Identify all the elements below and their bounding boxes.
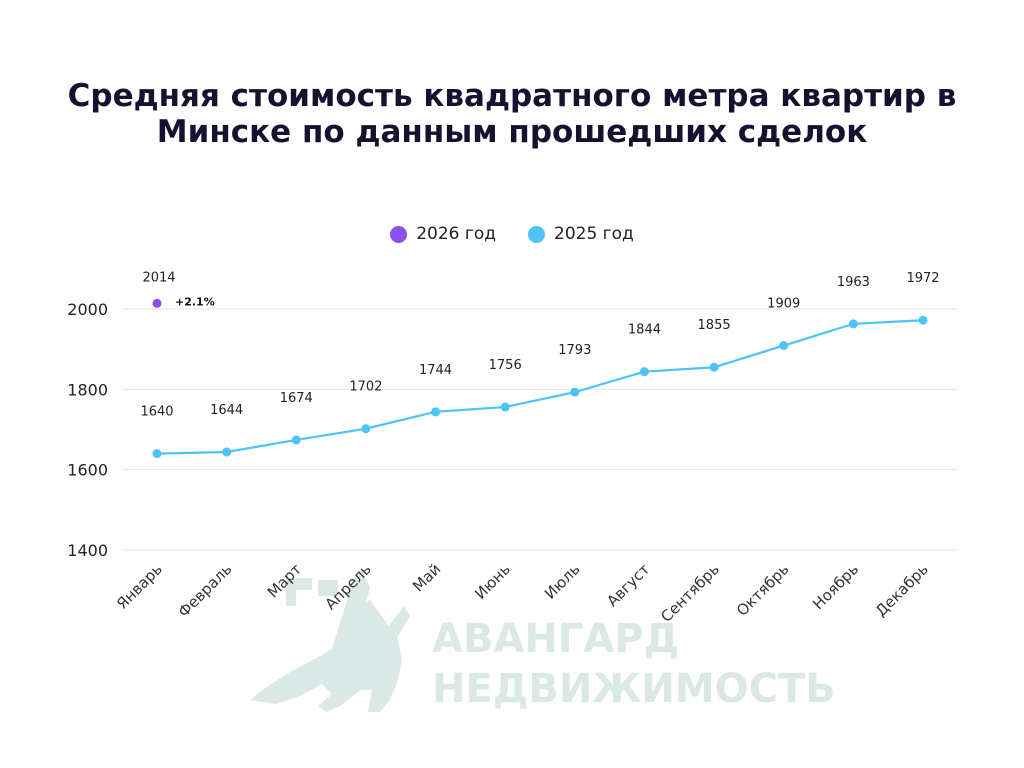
data-label-2025: 1844 bbox=[628, 323, 661, 338]
y-tick-label: 1800 bbox=[67, 380, 108, 399]
data-label-2025: 1702 bbox=[349, 380, 382, 395]
legend-item-2025: 2025 год bbox=[528, 224, 634, 244]
data-label-2025: 1855 bbox=[698, 318, 731, 333]
series-2026: 2014+2.1% bbox=[142, 270, 214, 308]
chart-title: Средняя стоимость квадратного метра квар… bbox=[67, 78, 957, 150]
x-tick-label: Февраль bbox=[175, 560, 236, 621]
data-label-2025: 1644 bbox=[210, 403, 243, 418]
data-label-2025: 1756 bbox=[489, 358, 522, 373]
y-tick-label: 1400 bbox=[67, 541, 108, 560]
y-tick-label: 1600 bbox=[67, 461, 108, 480]
data-point-2025 bbox=[918, 315, 928, 325]
data-point-2025 bbox=[848, 319, 858, 329]
legend-label-2025: 2025 год bbox=[554, 224, 634, 244]
watermark: АВАНГАРД НЕДВИЖИМОСТЬ bbox=[250, 570, 836, 712]
y-tick-label: 2000 bbox=[67, 300, 108, 319]
x-tick-label: Ноябрь bbox=[809, 560, 862, 613]
x-tick-label: Май bbox=[409, 560, 444, 595]
data-point-2025 bbox=[291, 435, 301, 445]
data-label-2025: 1674 bbox=[280, 391, 313, 406]
legend-marker-2026 bbox=[390, 225, 408, 243]
x-tick-label: Октябрь bbox=[733, 560, 793, 620]
legend-marker-2025 bbox=[528, 225, 545, 243]
x-tick-label: Июль bbox=[541, 560, 584, 603]
legend-item-2026: 2026 год bbox=[390, 224, 496, 244]
x-tick-label: Январь bbox=[113, 560, 166, 613]
legend: 2026 год 2025 год bbox=[0, 224, 1024, 244]
data-label-2025: 1972 bbox=[906, 271, 939, 286]
data-point-2025 bbox=[222, 447, 232, 457]
data-point-2025 bbox=[152, 449, 162, 459]
growth-annotation: +2.1% bbox=[175, 295, 215, 308]
x-tick-label: Август bbox=[603, 560, 653, 610]
legend-label-2026: 2026 год bbox=[416, 224, 496, 244]
grid-lines bbox=[122, 308, 958, 551]
data-label-2025: 1963 bbox=[837, 275, 870, 290]
data-point-2025 bbox=[639, 367, 649, 377]
data-point-2025 bbox=[709, 362, 719, 372]
x-tick-label: Июнь bbox=[471, 560, 514, 603]
x-tick-label: Сентябрь bbox=[657, 560, 723, 626]
series-2025: 1640 1644 1674 1702 1744 1756 1793 1844 1855 1909… bbox=[140, 271, 940, 459]
data-label-2025: 1744 bbox=[419, 363, 452, 378]
data-point-2025 bbox=[570, 387, 580, 397]
data-label-2026: 2014 bbox=[142, 270, 175, 285]
data-point-2025 bbox=[361, 424, 371, 434]
y-axis-ticks: 1400 1600 1800 2000 bbox=[67, 300, 108, 560]
data-label-2025: 1909 bbox=[767, 297, 800, 312]
data-label-2025: 1640 bbox=[140, 405, 173, 420]
watermark-line1: АВАНГАРД bbox=[432, 616, 679, 662]
data-point-2025 bbox=[500, 402, 510, 412]
watermark-line2: НЕДВИЖИМОСТЬ bbox=[432, 666, 836, 712]
horse-logo-icon bbox=[250, 570, 410, 712]
data-point-2025 bbox=[431, 407, 441, 417]
x-tick-label: Декабрь bbox=[872, 560, 932, 620]
series-line-2025 bbox=[156, 319, 924, 455]
data-label-2025: 1793 bbox=[558, 343, 591, 358]
data-point-2025 bbox=[779, 341, 789, 351]
data-point-2026 bbox=[152, 298, 162, 308]
